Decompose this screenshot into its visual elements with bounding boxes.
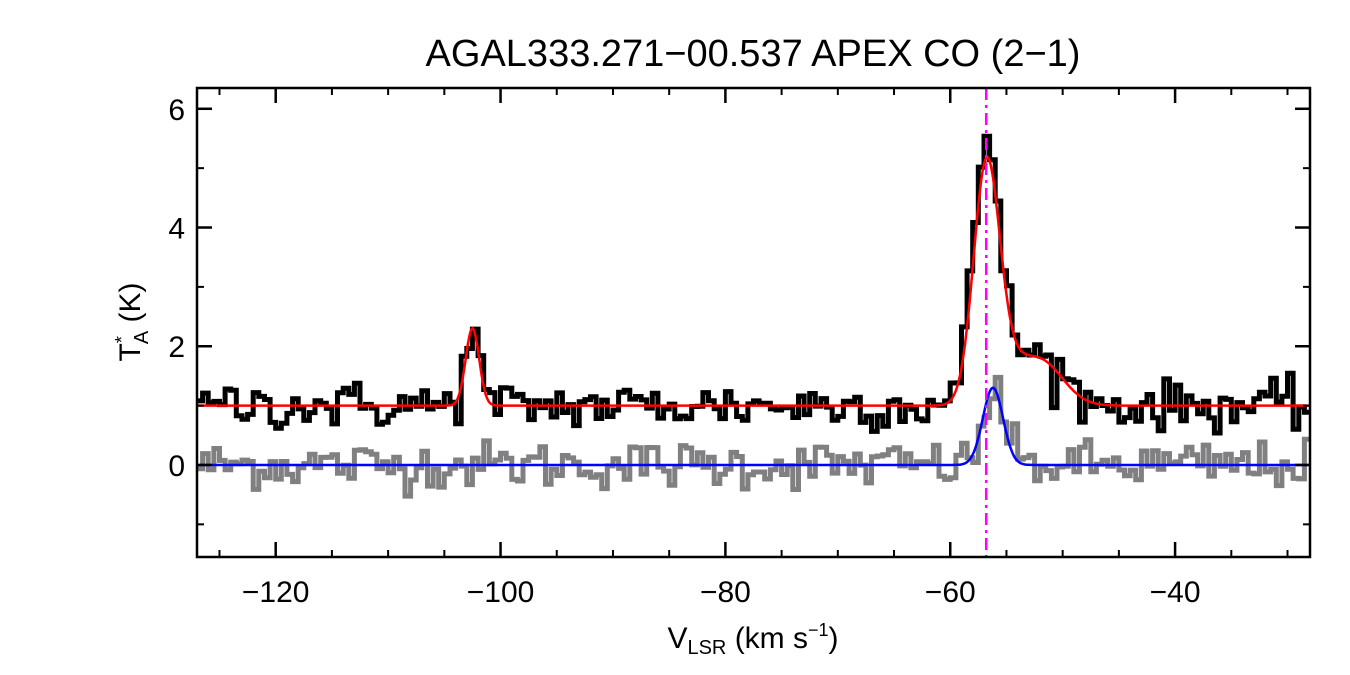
x-axis-label-main: V (667, 622, 687, 655)
y-tick-label: 0 (168, 450, 185, 483)
y-tick-label: 2 (168, 331, 185, 364)
x-tick-label: −100 (467, 576, 535, 609)
series-residual-fit (197, 386, 1310, 467)
x-axis-ticks: −120 −100 −80 −60 −40 (218, 88, 1289, 609)
series-layer (197, 133, 1310, 499)
x-axis-label-unit-close: ) (829, 622, 839, 655)
y-axis-label-sub: A (131, 330, 153, 344)
x-tick-label: −120 (242, 576, 310, 609)
y-tick-label: 6 (168, 94, 185, 127)
x-axis-label: VLSR (km s−1) (667, 620, 838, 659)
chart-title: AGAL333.271−00.537 APEX CO (2−1) (426, 33, 1081, 75)
y-axis-label-sup: * (112, 336, 132, 343)
x-tick-label: −80 (700, 576, 751, 609)
y-axis-label-group: T*A (K) (112, 282, 153, 361)
plot-background (197, 88, 1310, 557)
x-tick-label: −60 (925, 576, 976, 609)
plot-frame (195, 86, 1312, 559)
y-axis-label: T*A (K) (112, 282, 153, 361)
y-axis-ticks: 0 2 4 6 (168, 94, 1310, 526)
x-axis-label-sub: LSR (687, 637, 726, 659)
series-gaussian-fit (197, 155, 1310, 407)
x-axis-label-unit-sup: −1 (808, 620, 829, 640)
y-tick-label: 4 (168, 213, 185, 246)
y-axis-label-unit: (K) (114, 282, 147, 330)
y-axis-label-main: T (114, 343, 147, 361)
plot-area (195, 86, 1312, 559)
x-tick-label: −40 (1150, 576, 1201, 609)
series-observed-spectrum-offset-1-k (197, 133, 1310, 436)
x-axis-label-unit-open: (km s (726, 622, 808, 655)
